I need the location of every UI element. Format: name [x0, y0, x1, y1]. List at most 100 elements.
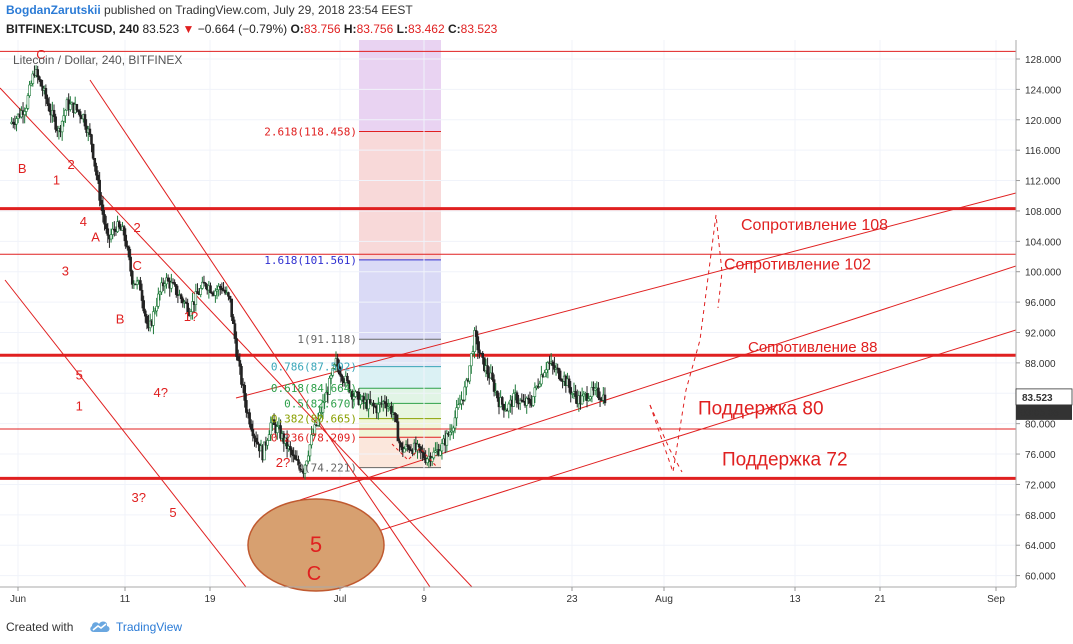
candle-body	[357, 391, 361, 405]
candle-body	[298, 464, 302, 471]
y-tick-label: 60.000	[1025, 572, 1056, 583]
candle-body	[525, 397, 529, 406]
wave-label: C	[36, 47, 45, 62]
candle-body	[440, 443, 444, 452]
candle-body	[483, 357, 486, 372]
candle-body	[336, 358, 339, 367]
candle-body	[543, 372, 546, 378]
candle-body	[417, 444, 421, 448]
horizontal-levels	[0, 50, 1016, 480]
time-axis[interactable]: Jun 11 19 Jul 9 23 Aug 13 21 Sep	[10, 587, 1005, 605]
candle-body	[491, 372, 494, 380]
candle-body	[269, 422, 273, 435]
candle-body	[324, 391, 328, 402]
candle-body	[28, 84, 31, 96]
candle-body	[75, 104, 79, 111]
candle-body	[481, 353, 485, 358]
candle-body	[201, 281, 204, 289]
candle-body	[531, 396, 535, 406]
fib-band	[359, 418, 441, 438]
candle-body	[130, 270, 134, 285]
candle-body	[471, 351, 475, 354]
fib-band	[359, 40, 441, 132]
candle-body	[152, 311, 155, 326]
candle-body	[528, 398, 532, 404]
candle-body	[29, 83, 33, 86]
candle-body	[196, 291, 199, 294]
candle-body	[256, 441, 260, 445]
candle-body	[354, 391, 357, 397]
candle-body	[170, 282, 173, 289]
candle-body	[439, 450, 442, 456]
candle-body	[69, 103, 72, 110]
candle-body	[44, 88, 48, 99]
candle-body	[368, 399, 372, 404]
y-tick-label: 76.000	[1025, 450, 1056, 461]
candle-body	[64, 109, 67, 117]
candle-body	[517, 402, 520, 405]
zone-label: Поддержка 72	[722, 449, 848, 470]
candle-body	[199, 288, 203, 295]
candle-body	[233, 323, 237, 339]
candle-body	[245, 400, 248, 413]
fib-band	[359, 131, 441, 260]
candle-body	[468, 365, 471, 382]
candle-body	[390, 405, 393, 415]
countdown-tag-bg	[1016, 404, 1072, 420]
candle-body	[434, 450, 437, 453]
candle-body	[398, 440, 401, 444]
wave-label: 1?	[184, 309, 198, 324]
candle-body	[395, 414, 398, 422]
wave-label: 4?	[154, 385, 168, 400]
fib-band	[359, 388, 441, 404]
y-tick-label: 68.000	[1025, 511, 1056, 522]
countdown-tag: 03:05:06	[1020, 408, 1059, 419]
wave-label: B	[18, 161, 27, 176]
candle-body	[184, 301, 188, 304]
candle-body	[24, 108, 28, 112]
zone-label: Поддержка 80	[698, 399, 824, 420]
last-price-tag: 83.523	[1022, 393, 1053, 404]
candle-body	[311, 433, 315, 436]
candle-body	[46, 98, 49, 104]
tradingview-link[interactable]: TradingView	[116, 620, 183, 634]
candle-body	[90, 134, 93, 145]
candle-body	[202, 281, 206, 284]
candle-body	[473, 330, 476, 352]
close-value: 83.523	[460, 22, 498, 36]
candle-body	[126, 245, 129, 248]
x-tick-label: Jul	[334, 594, 347, 605]
plot-area	[0, 40, 1016, 587]
candle-body	[460, 399, 463, 405]
author-name[interactable]: BogdanZarutskii	[6, 3, 101, 17]
price-chart[interactable]: 2.618(118.458) 1.618(101.561) 1(91.118) 0.7…	[0, 40, 1073, 610]
candle-body	[492, 379, 496, 392]
candle-body	[588, 396, 592, 400]
fib-level-label: 0.236(78.209)	[271, 431, 357, 444]
candle-body	[432, 451, 436, 459]
candle-body	[179, 294, 183, 300]
candle-body	[416, 444, 419, 451]
x-tick-label: 13	[789, 594, 801, 605]
candle-body	[597, 387, 600, 399]
zone-label: Сопротивление 102	[724, 256, 871, 273]
y-tick-label: 100.000	[1025, 268, 1062, 279]
candle-body	[26, 95, 30, 109]
y-tick-label: 116.000	[1025, 146, 1061, 157]
candle-body	[174, 284, 178, 295]
x-tick-label: 19	[204, 594, 216, 605]
candle-body	[582, 393, 586, 397]
candle-body	[109, 234, 113, 240]
candle-body	[243, 384, 247, 401]
candle-body	[385, 403, 388, 409]
wave-label: 4	[80, 214, 87, 229]
candle-body	[367, 399, 370, 410]
candle-body	[204, 282, 207, 287]
candle-body	[316, 418, 320, 426]
price-axis[interactable]: 128.000 124.000 120.000 116.000 112.000 108.0…	[1016, 55, 1062, 583]
open-label: O:	[290, 22, 304, 36]
candle-body	[329, 375, 333, 379]
candle-body	[232, 316, 235, 324]
candle-body	[88, 128, 92, 135]
y-tick-label: 64.000	[1025, 541, 1056, 552]
